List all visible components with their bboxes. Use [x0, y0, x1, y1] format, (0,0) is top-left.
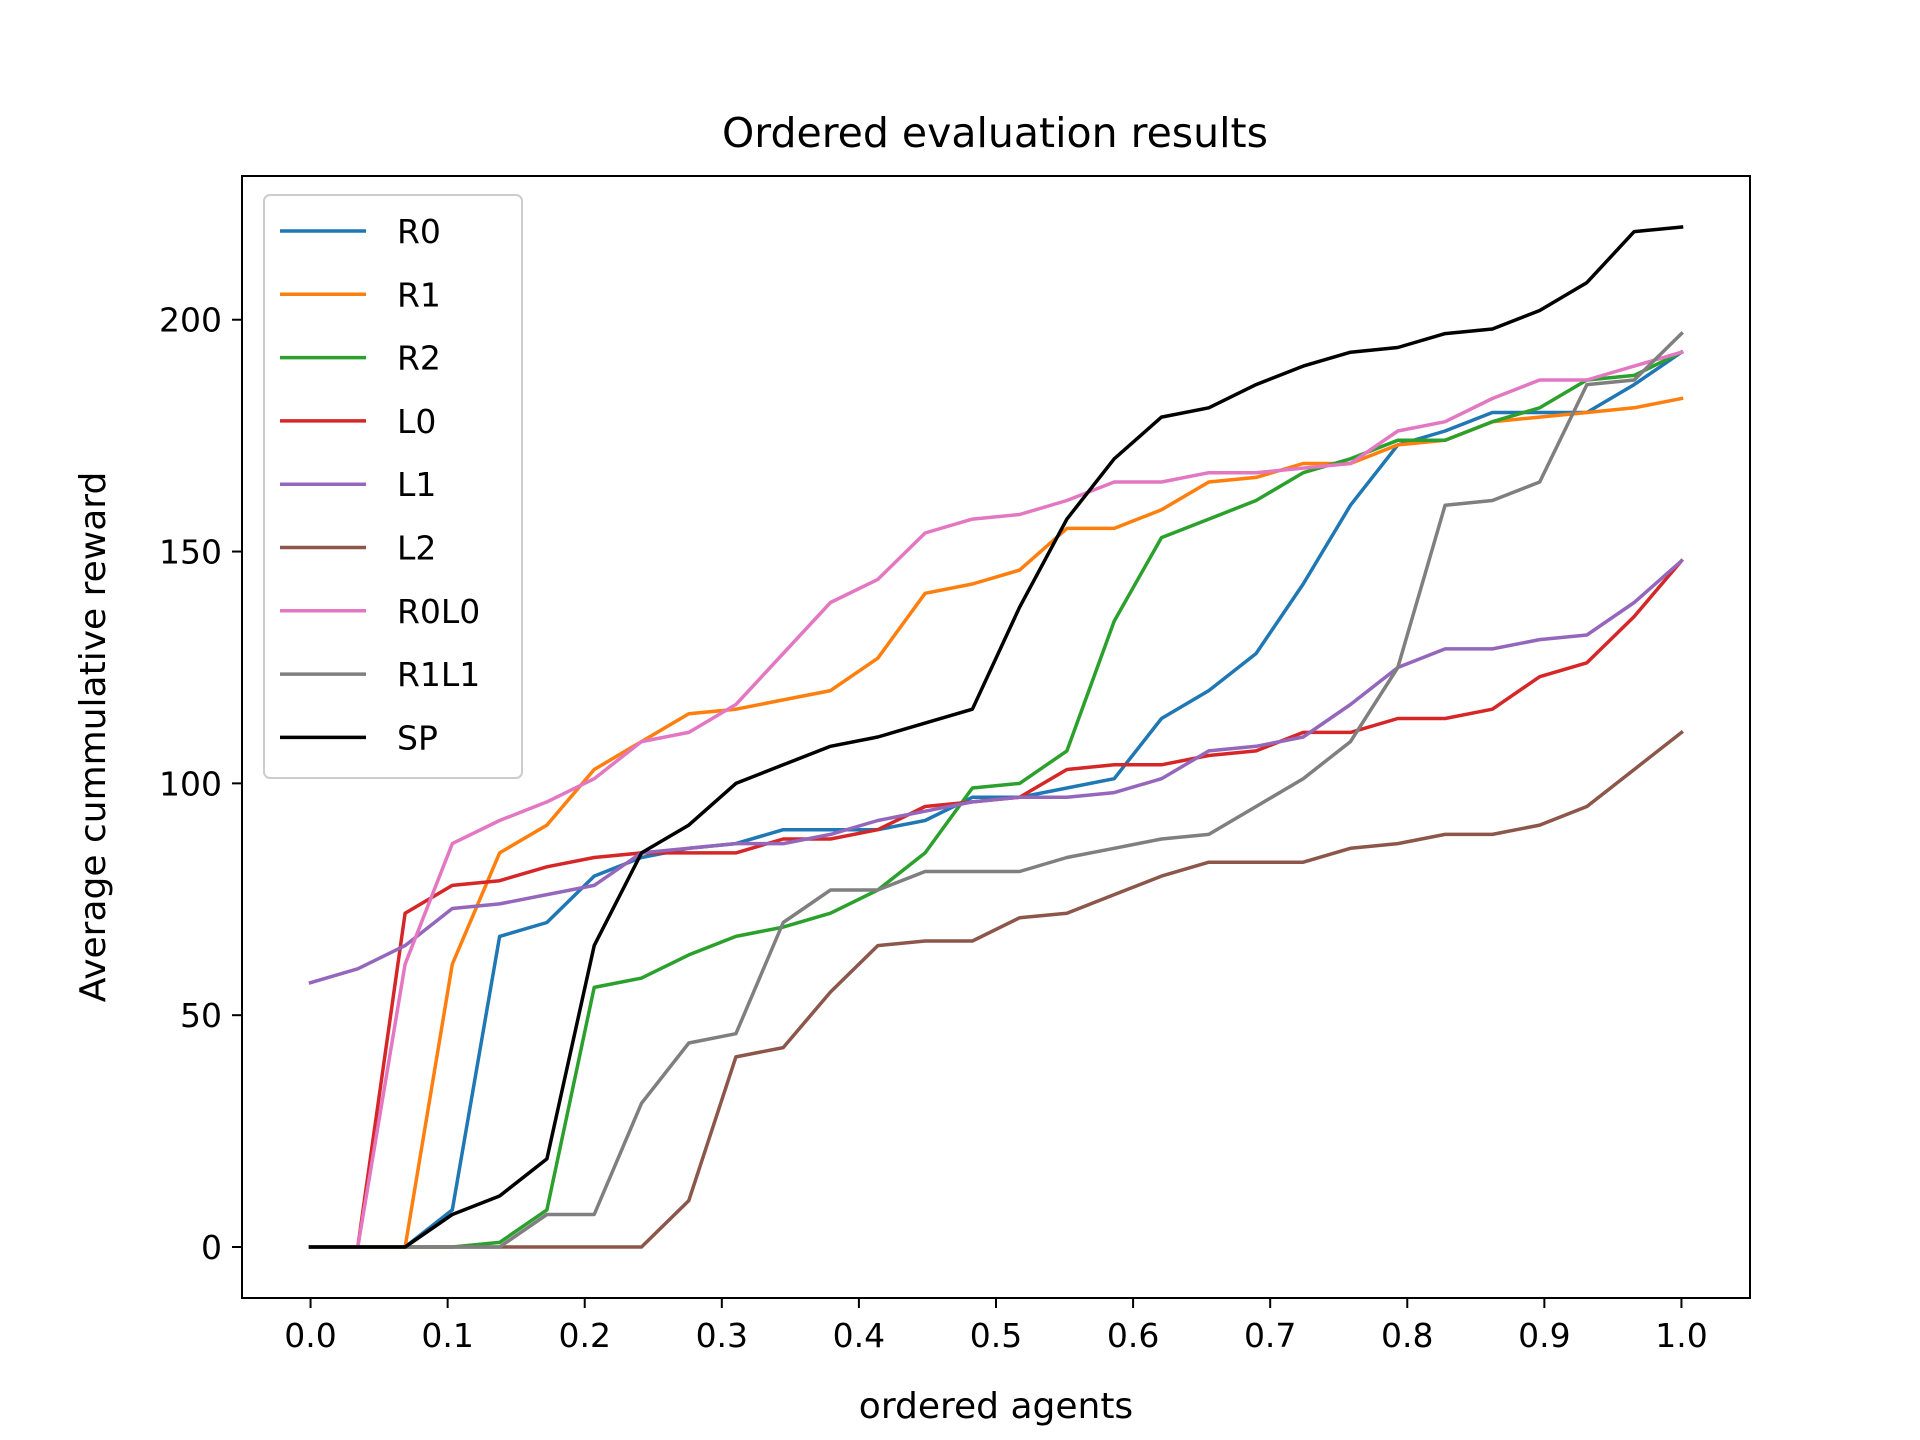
x-tick-label: 1.0: [1655, 1316, 1707, 1355]
legend-label-r2: R2: [397, 339, 441, 378]
legend-label-l1: L1: [397, 465, 436, 504]
x-tick-label: 0.9: [1518, 1316, 1570, 1355]
y-tick-label: 0: [201, 1228, 222, 1267]
y-tick-label: 200: [159, 301, 222, 340]
legend-label-r0l0: R0L0: [397, 592, 480, 631]
series-line-l1: [308, 558, 1684, 985]
legend-label-sp: SP: [397, 718, 438, 757]
x-tick-label: 0.6: [1107, 1316, 1159, 1355]
x-tick-label: 0.8: [1381, 1316, 1433, 1355]
y-tick-label: 50: [180, 996, 222, 1035]
x-tick-label: 0.2: [558, 1316, 610, 1355]
x-axis-label: ordered agents: [859, 1386, 1133, 1427]
legend-label-r1: R1: [397, 275, 441, 314]
x-tick-label: 0.7: [1244, 1316, 1296, 1355]
series-line-r0l0: [308, 350, 1684, 1249]
legend: R0 R1 R2 L0 L1 L2 R0L0 R1L1 SP: [263, 194, 523, 779]
legend-label-r1l1: R1L1: [397, 655, 480, 694]
legend-box: [263, 194, 523, 779]
series-line-sp: [308, 225, 1684, 1249]
x-tick-label: 0.4: [833, 1316, 885, 1355]
x-axis: 0.0 0.1 0.2 0.3 0.4 0.5 0.6 0.7 0.8 0.9 1.0: [284, 1298, 1708, 1355]
y-axis-label: Average cummulative reward: [73, 472, 114, 1003]
y-axis: 0 50 100 150 200: [159, 301, 242, 1267]
x-tick-label: 0.5: [970, 1316, 1022, 1355]
series-line-r1l1: [308, 331, 1684, 1249]
plot-lines: [308, 225, 1684, 1249]
y-tick-label: 100: [159, 764, 222, 803]
x-tick-label: 0.0: [284, 1316, 336, 1355]
chart-title: Ordered evaluation results: [722, 109, 1268, 157]
legend-label-r0: R0: [397, 212, 441, 251]
x-tick-label: 0.3: [696, 1316, 748, 1355]
series-line-r2: [308, 349, 1684, 1249]
legend-label-l2: L2: [397, 529, 436, 568]
series-line-l2: [308, 729, 1684, 1249]
legend-label-l0: L0: [397, 402, 436, 441]
y-tick-label: 150: [159, 533, 222, 572]
series-line-r0: [308, 349, 1684, 1249]
x-tick-label: 0.1: [421, 1316, 473, 1355]
